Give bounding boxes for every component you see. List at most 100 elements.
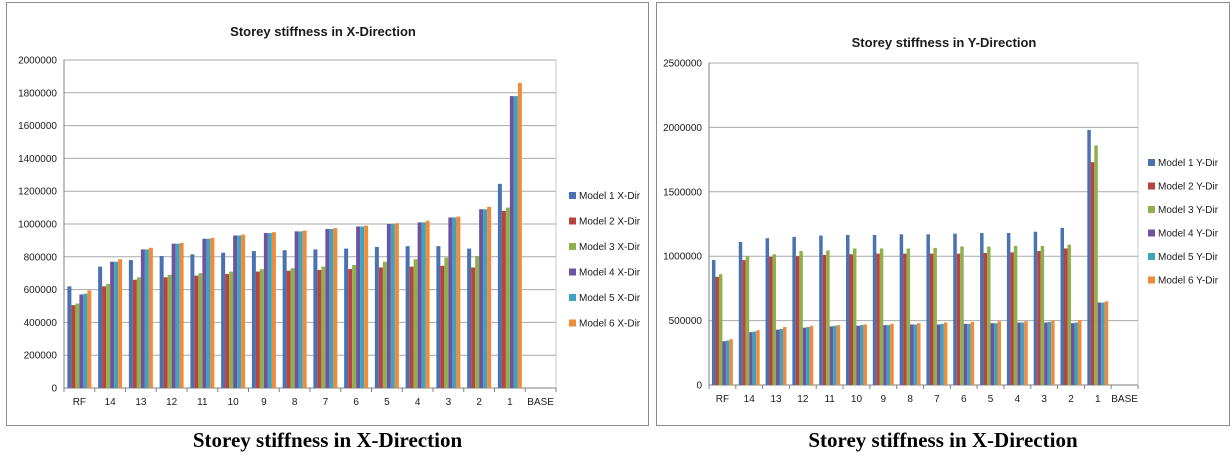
bar-6 [863,324,867,385]
bar-6 [783,327,787,385]
bar-5 [725,340,730,385]
bar-6 [756,330,760,385]
bar-5 [859,325,864,385]
bar-4 [1070,323,1075,385]
bar-1 [159,255,164,388]
bar-4 [140,249,145,388]
bar-4 [233,235,238,388]
legend-swatch [1148,159,1155,166]
bar-6 [241,234,246,388]
bar-5 [298,231,303,388]
y-tick-label: 2500000 [663,59,702,70]
bar-4 [910,324,914,385]
x-tick-label: 3 [1041,394,1047,405]
bar-5 [390,224,395,388]
bar-3 [444,257,449,388]
bar-3 [1040,245,1045,385]
legend-label: Model 6 X-Dir [579,319,641,330]
bar-3 [879,248,884,385]
y-tick-label: 2000000 [18,56,57,67]
bar-3 [1094,145,1098,385]
bar-1 [221,252,226,388]
legend-label: Model 1 X-Dir [579,191,641,202]
bar-1 [190,254,195,388]
bar-4 [417,222,422,388]
bar-1 [1006,233,1011,385]
bar-6 [1051,320,1055,385]
bar-4 [1017,322,1021,385]
bar-3 [1013,245,1018,385]
x-tick-label: 6 [961,394,967,405]
bar-5 [114,261,119,388]
chart-title: Storey stiffness in Y-Direction [852,35,1037,50]
bar-3 [1067,244,1071,385]
legend-label: Model 3 Y-Dir [1158,205,1219,216]
bar-1 [819,235,823,385]
bar-1 [497,183,502,388]
bar-5 [779,328,784,385]
x-tick-label: 2 [476,397,482,408]
bar-3 [505,207,510,388]
bar-5 [513,96,518,388]
bar-2 [440,265,445,388]
bar-6 [1024,321,1028,385]
bar-4 [294,231,299,388]
x-tick-label: 9 [881,394,887,405]
x-tick-label: 5 [988,394,994,405]
bar-2 [769,256,773,385]
bar-5 [940,323,944,385]
y-tick-label: 800000 [24,252,58,263]
bar-6 [394,223,399,388]
x-tick-label: 4 [415,397,421,408]
legend-swatch [569,268,576,276]
bar-2 [903,253,907,385]
bar-1 [899,234,904,385]
bar-2 [929,253,934,385]
legend-label: Model 5 X-Dir [579,293,641,304]
x-tick-label: 11 [824,394,835,405]
bar-3 [259,269,264,388]
legend-label: Model 4 X-Dir [579,268,641,279]
legend-swatch [1148,206,1155,213]
bar-3 [799,251,803,385]
bar-2 [348,269,353,388]
bar-2 [983,252,988,385]
bar-4 [263,233,268,388]
bar-3 [382,261,387,388]
bar-1 [711,260,716,385]
x-tick-label: 14 [105,397,117,408]
x-tick-label: 2 [1068,394,1074,405]
bar-5 [1101,302,1105,385]
bar-5 [1047,321,1052,385]
bar-4 [749,332,753,385]
bar-5 [329,228,334,388]
bar-6 [302,230,307,388]
bar-2 [194,275,199,388]
bar-1 [1060,227,1064,385]
bar-6 [890,323,894,385]
bar-5 [206,238,211,388]
legend-swatch [569,294,576,301]
bar-6 [456,216,461,388]
bar-6 [87,290,92,388]
y-tick-label: 1800000 [18,88,57,99]
bar-3 [352,265,357,388]
legend-label: Model 5 Y-Dir [1158,252,1219,263]
bar-2 [132,279,137,388]
bar-2 [1090,162,1095,385]
x-tick-label: 1 [507,397,513,408]
legend-swatch [1148,253,1155,260]
bar-2 [1037,251,1041,385]
bar-2 [742,260,746,385]
bar-6 [997,321,1001,385]
bar-2 [317,269,322,388]
bar-1 [98,266,103,388]
x-tick-label: 10 [851,394,863,405]
legend-label: Model 1 Y-Dir [1158,158,1219,169]
bar-5 [237,235,242,388]
x-tick-label: 9 [261,397,267,408]
bar-3 [772,254,777,385]
bar-3 [987,246,991,385]
figure-caption-left: Storey stiffness in X-Direction [192,428,463,452]
bar-6 [1104,301,1109,385]
